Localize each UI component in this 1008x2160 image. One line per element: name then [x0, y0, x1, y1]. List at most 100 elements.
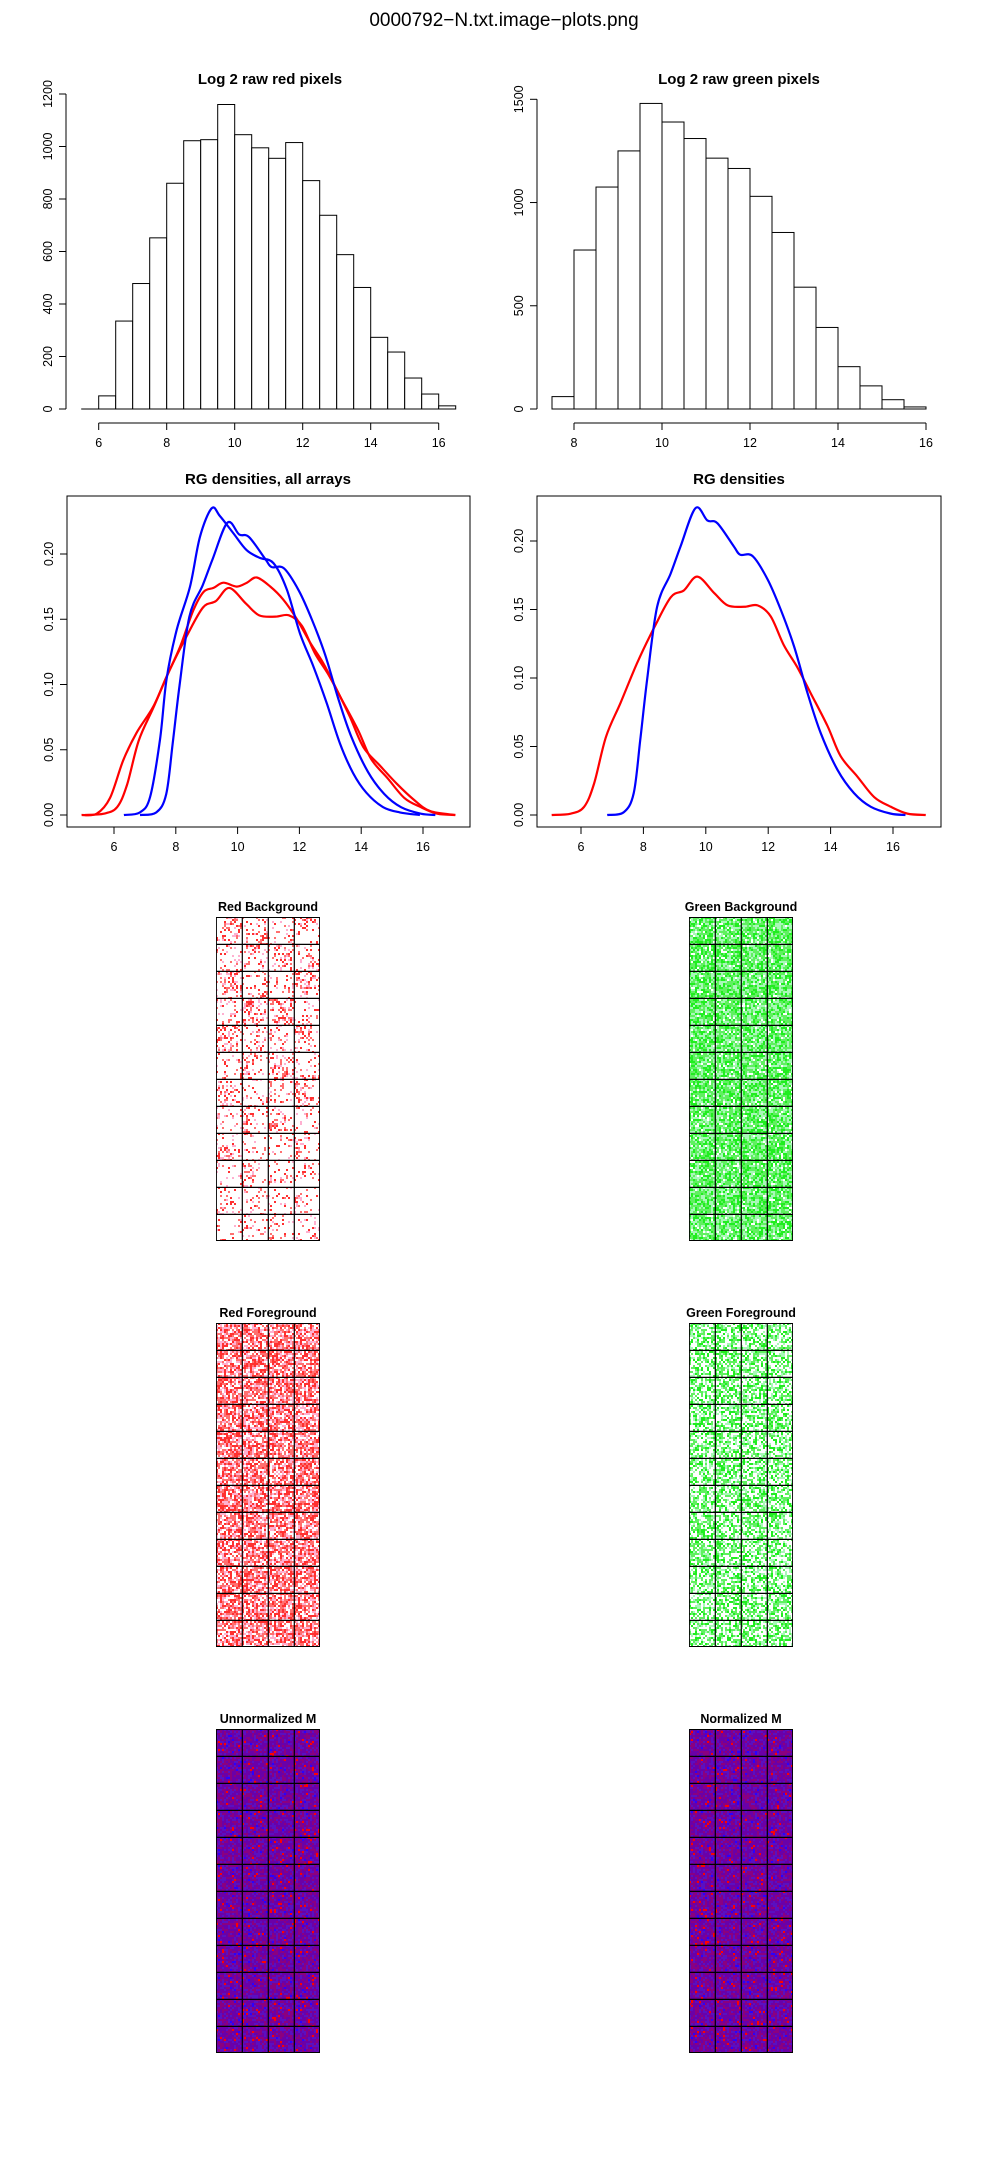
- x-tick-label: 16: [886, 840, 900, 854]
- img-red-bg-image: [216, 917, 320, 1241]
- chart-title: RG densities, all arrays: [185, 471, 351, 488]
- img-red-fg-image: [216, 1323, 320, 1647]
- histogram-bar: [705, 157, 729, 410]
- histogram-bar: [595, 186, 619, 410]
- x-tick-label: 16: [919, 436, 933, 450]
- chart-title: RG densities: [693, 471, 785, 488]
- x-tick-label: 14: [831, 436, 845, 450]
- img-m-unnorm-image: [216, 1729, 320, 2053]
- x-tick-label: 14: [354, 840, 368, 854]
- chart-title: Unnormalized M: [220, 1712, 317, 1726]
- x-tick-label: 10: [699, 840, 713, 854]
- x-tick-label: 16: [416, 840, 430, 854]
- histogram-bar: [421, 393, 440, 410]
- y-tick-label: 0.05: [512, 734, 526, 758]
- density-line: [139, 520, 436, 817]
- img-m-norm-image: [689, 1729, 793, 2053]
- histogram-bar: [149, 237, 168, 410]
- y-tick-label: 600: [41, 241, 55, 262]
- page-title: 0000792−N.txt.image−plots.png: [369, 10, 639, 31]
- density-line: [551, 575, 926, 817]
- y-tick-label: 0.00: [512, 803, 526, 827]
- histogram-bar: [551, 396, 575, 410]
- y-tick-label: 0.05: [42, 738, 56, 762]
- chart-title: Green Background: [685, 900, 798, 914]
- y-tick-label: 0.15: [42, 607, 56, 631]
- histogram-bar: [387, 351, 406, 410]
- histogram-bar: [200, 139, 219, 410]
- y-tick-label: 0.10: [42, 672, 56, 696]
- histogram-bar: [234, 134, 253, 410]
- histogram-bar: [353, 286, 372, 410]
- x-tick-label: 10: [228, 436, 242, 450]
- img-green-fg-image: [689, 1323, 793, 1647]
- histogram-bar: [302, 180, 321, 410]
- img-m-norm-chart: Normalized M: [700, 1712, 781, 1726]
- histogram-bar: [793, 286, 817, 410]
- img-red-fg-chart: Red Foreground: [219, 1306, 316, 1320]
- histogram-bar: [404, 377, 423, 410]
- chart-title: Red Background: [218, 900, 318, 914]
- x-tick-label: 8: [172, 840, 179, 854]
- x-tick-label: 14: [364, 436, 378, 450]
- chart-title: Normalized M: [700, 1712, 781, 1726]
- y-tick-label: 1000: [41, 133, 55, 161]
- x-tick-label: 8: [571, 436, 578, 450]
- x-tick-label: 10: [231, 840, 245, 854]
- histogram-bar: [771, 231, 795, 410]
- chart-title: Red Foreground: [219, 1306, 316, 1320]
- img-green-fg-chart: Green Foreground: [686, 1306, 796, 1320]
- x-tick-label: 14: [824, 840, 838, 854]
- histogram-bar: [903, 406, 927, 410]
- histogram-bar: [727, 167, 751, 410]
- x-tick-label: 8: [640, 840, 647, 854]
- histogram-bar: [837, 366, 861, 410]
- y-tick-label: 0.20: [512, 529, 526, 553]
- plot-frame: [66, 495, 471, 828]
- img-green-bg-chart: Green Background: [685, 900, 798, 914]
- dens-all-chart: RG densities, all arrays 0.00 0.05 0.10 0.15…: [42, 471, 471, 854]
- chart-title: Log 2 raw green pixels: [658, 71, 820, 88]
- histogram-bar: [438, 405, 457, 410]
- histogram-bar: [370, 336, 389, 410]
- x-tick-label: 16: [432, 436, 446, 450]
- img-green-bg-image: [689, 917, 793, 1241]
- y-tick-label: 400: [41, 294, 55, 315]
- histogram-bar: [859, 385, 883, 410]
- histogram-bar: [617, 150, 641, 410]
- x-tick-label: 6: [578, 840, 585, 854]
- hist-green-chart: Log 2 raw green pixels 0 500 1000 1500 8 10 12 1…: [512, 71, 933, 450]
- histogram-bar: [115, 320, 134, 410]
- histogram-bar: [639, 102, 663, 410]
- histogram-bar: [336, 254, 355, 410]
- x-tick-label: 12: [296, 436, 310, 450]
- chart-title: Green Foreground: [686, 1306, 796, 1320]
- histogram-bar: [217, 104, 236, 410]
- dens-single-chart: RG densities 0.00 0.05 0.10 0.15 0.20 6 8 10 12 14…: [512, 471, 942, 854]
- x-tick-label: 12: [743, 436, 757, 450]
- x-tick-label: 12: [292, 840, 306, 854]
- y-tick-label: 0.00: [42, 803, 56, 827]
- y-tick-label: 0.10: [512, 666, 526, 690]
- histogram-bar: [683, 138, 707, 410]
- y-tick-label: 200: [41, 346, 55, 367]
- x-tick-label: 6: [95, 436, 102, 450]
- histogram-bar: [132, 283, 151, 410]
- img-red-bg-chart: Red Background: [218, 900, 318, 914]
- histogram-bar: [251, 147, 270, 410]
- x-tick-label: 6: [111, 840, 118, 854]
- density-line: [81, 576, 456, 817]
- histogram-bar: [285, 142, 304, 410]
- chart-title: Log 2 raw red pixels: [198, 71, 342, 88]
- x-tick-label: 8: [163, 436, 170, 450]
- histogram-bar: [268, 157, 287, 410]
- histogram-bar: [166, 182, 185, 410]
- histogram-bar: [98, 395, 117, 410]
- density-line: [607, 506, 906, 817]
- histogram-bar: [881, 399, 905, 410]
- plot-frame: [536, 495, 942, 828]
- x-tick-label: 10: [655, 436, 669, 450]
- histogram-bar: [183, 140, 202, 410]
- y-tick-label: 500: [512, 295, 526, 316]
